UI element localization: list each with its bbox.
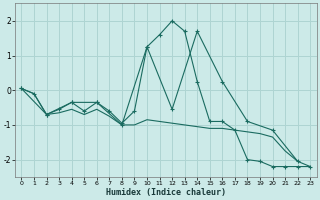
X-axis label: Humidex (Indice chaleur): Humidex (Indice chaleur) — [106, 188, 226, 197]
